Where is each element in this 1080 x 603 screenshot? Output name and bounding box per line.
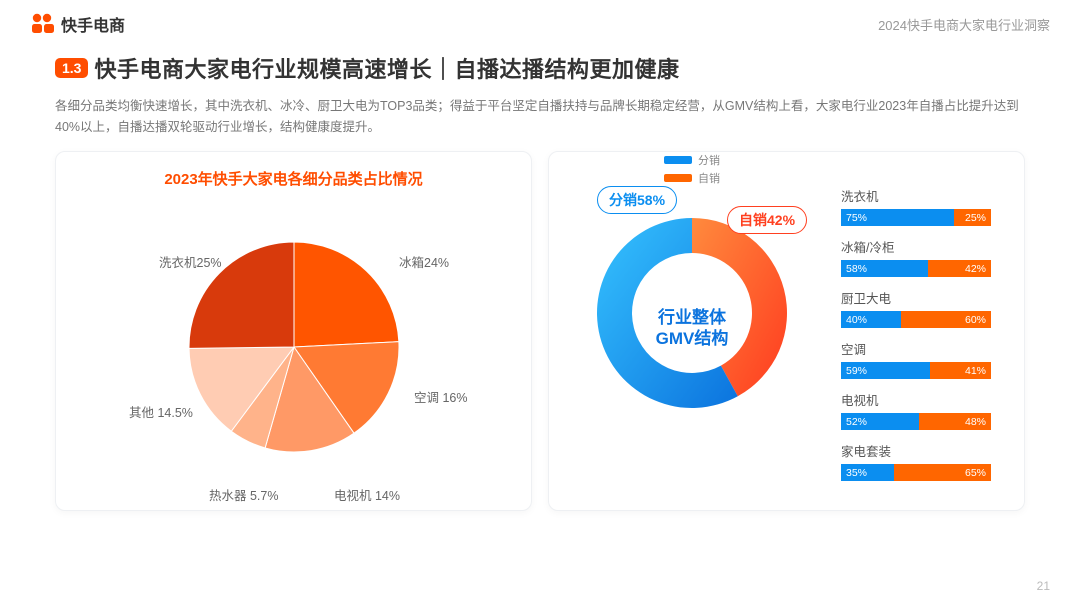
bar: 35%65% bbox=[841, 464, 991, 481]
panels: 2023年快手大家电各细分品类占比情况 冰箱24% 空调 16% 电视机 14% 热水… bbox=[0, 151, 1080, 511]
pie-label: 电视机 14% bbox=[334, 485, 400, 504]
donut-wrap: 行业整体 GMV结构 分销58%自销42%分销 自销 洗衣机75%25%冰箱/冷… bbox=[567, 168, 1006, 488]
bar-group: 空调 59%41% bbox=[841, 339, 1006, 379]
bar: 40%60% bbox=[841, 311, 991, 328]
title-row: 1.3 快手电商大家电行业规模高速增长｜自播达播结构更加健康 bbox=[0, 44, 1080, 90]
bar-seg-blue: 35% bbox=[841, 464, 894, 481]
bar-group: 厨卫大电 40%60% bbox=[841, 288, 1006, 328]
logo-icon bbox=[30, 13, 56, 35]
bar-seg-orange: 48% bbox=[919, 413, 991, 430]
bar-group: 电视机 52%48% bbox=[841, 390, 1006, 430]
bar: 75%25% bbox=[841, 209, 991, 226]
donut-center-line2: GMV结构 bbox=[656, 328, 729, 349]
pie-label: 其他 14.5% bbox=[129, 402, 193, 421]
bar-seg-orange: 41% bbox=[930, 362, 992, 379]
bar-label: 家电套装 bbox=[841, 441, 1006, 460]
header: 快手电商 2024快手电商大家电行业洞察 bbox=[0, 0, 1080, 44]
donut-center-label: 行业整体 GMV结构 bbox=[656, 306, 729, 349]
subtitle-text: 各细分品类均衡快速增长，其中洗衣机、冰冷、厨卫大电为TOP3品类；得益于平台坚定… bbox=[0, 90, 1080, 151]
page-number: 21 bbox=[1037, 579, 1050, 593]
bar-group: 家电套装 35%65% bbox=[841, 441, 1006, 481]
section-badge: 1.3 bbox=[55, 58, 88, 78]
bar-group: 洗衣机 75%25% bbox=[841, 186, 1006, 226]
bar-seg-blue: 58% bbox=[841, 260, 928, 277]
bar-seg-blue: 40% bbox=[841, 311, 901, 328]
bar: 58%42% bbox=[841, 260, 991, 277]
logo: 快手电商 bbox=[30, 12, 125, 36]
bar-group: 冰箱/冷柜 58%42% bbox=[841, 237, 1006, 277]
bars-list: 洗衣机 75%25% 冰箱/冷柜 58%42% 厨卫大电 40%60% 空调 59%41% 电视… bbox=[841, 174, 1006, 481]
bar-seg-orange: 25% bbox=[954, 209, 992, 226]
bar: 52%48% bbox=[841, 413, 991, 430]
legend-item: 分销 bbox=[567, 152, 817, 168]
donut-center-line1: 行业整体 bbox=[656, 306, 729, 327]
bar-seg-blue: 75% bbox=[841, 209, 954, 226]
bar-label: 电视机 bbox=[841, 390, 1006, 409]
donut-tag-orange: 自销42% bbox=[727, 206, 807, 234]
pie-label: 冰箱24% bbox=[399, 252, 449, 271]
pie-label: 热水器 5.7% bbox=[209, 485, 278, 504]
bar-label: 洗衣机 bbox=[841, 186, 1006, 205]
bar-seg-orange: 60% bbox=[901, 311, 991, 328]
donut-panel: 行业整体 GMV结构 分销58%自销42%分销 自销 洗衣机75%25%冰箱/冷… bbox=[548, 151, 1025, 511]
bar-label: 冰箱/冷柜 bbox=[841, 237, 1006, 256]
bar-seg-orange: 42% bbox=[928, 260, 991, 277]
header-right-text: 2024快手电商大家电行业洞察 bbox=[878, 15, 1050, 34]
pie-label: 洗衣机25% bbox=[159, 252, 222, 271]
bar-label: 厨卫大电 bbox=[841, 288, 1006, 307]
pie-title: 2023年快手大家电各细分品类占比情况 bbox=[74, 168, 513, 189]
bar-label: 空调 bbox=[841, 339, 1006, 358]
pie-slice bbox=[294, 242, 399, 347]
bar-seg-orange: 65% bbox=[894, 464, 992, 481]
bar-seg-blue: 52% bbox=[841, 413, 919, 430]
pie-label: 空调 16% bbox=[414, 387, 468, 406]
bar-seg-blue: 59% bbox=[841, 362, 930, 379]
pie-panel: 2023年快手大家电各细分品类占比情况 冰箱24% 空调 16% 电视机 14% 热水… bbox=[55, 151, 532, 511]
donut-chart: 行业整体 GMV结构 分销58%自销42%分销 自销 bbox=[567, 178, 817, 478]
logo-text: 快手电商 bbox=[61, 12, 125, 36]
bar: 59%41% bbox=[841, 362, 991, 379]
page-title: 快手电商大家电行业规模高速增长｜自播达播结构更加健康 bbox=[94, 52, 679, 84]
pie-chart: 冰箱24%空调 16%电视机 14%热水器 5.7%其他 14.5%洗衣机25% bbox=[74, 197, 513, 497]
donut-tag-blue: 分销58% bbox=[597, 186, 677, 214]
